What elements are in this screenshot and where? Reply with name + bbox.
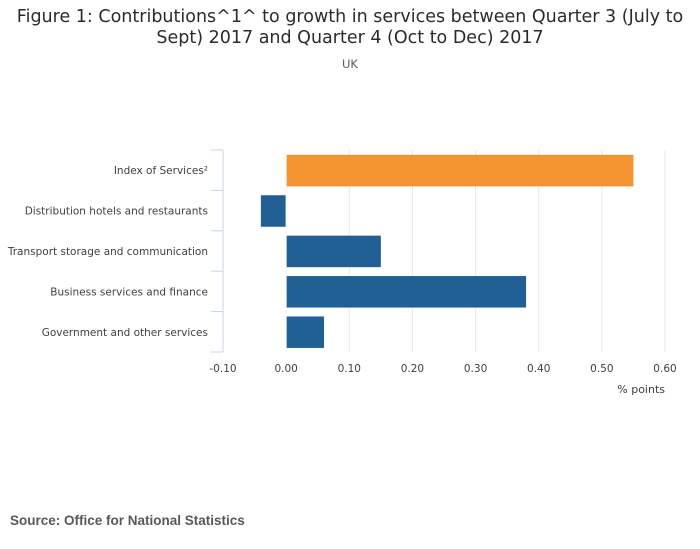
source-note: Source: Office for National Statistics <box>10 513 245 528</box>
category-label-1: Distribution hotels and restaurants <box>25 206 208 218</box>
x-tick-label-7: 0.60 <box>653 363 676 375</box>
bar-4 <box>286 316 325 348</box>
x-tick-label-0: -0.10 <box>209 363 236 375</box>
category-label-4: Government and other services <box>42 327 208 339</box>
category-label-2: Transport storage and communication <box>7 246 208 258</box>
bar-2 <box>286 235 381 268</box>
chart-title-line-2: Sept) 2017 and Quarter 4 (Oct to Dec) 20… <box>156 28 544 48</box>
bar-0 <box>286 154 634 187</box>
x-tick-label-4: 0.30 <box>464 363 487 375</box>
x-axis-title: % points <box>617 383 665 396</box>
category-label-3: Business services and finance <box>50 286 208 298</box>
x-tick-label-6: 0.50 <box>590 363 613 375</box>
x-tick-label-1: 0.00 <box>274 363 297 375</box>
x-tick-label-3: 0.20 <box>401 363 424 375</box>
bar-1 <box>260 195 287 227</box>
chart-subtitle: UK <box>342 57 358 71</box>
chart-title-line-1: Figure 1: Contributions^1^ to growth in … <box>16 7 684 27</box>
x-tick-label-2: 0.10 <box>338 363 361 375</box>
category-label-0: Index of Services² <box>114 165 208 177</box>
chart-title: Figure 1: Contributions^1^ to growth in … <box>0 7 700 49</box>
x-tick-label-5: 0.40 <box>527 363 550 375</box>
bar-3 <box>286 276 527 308</box>
